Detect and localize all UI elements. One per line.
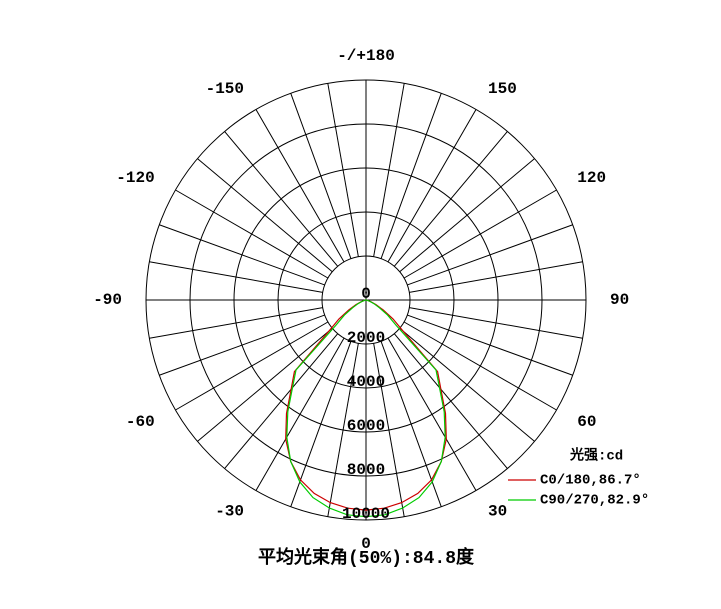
curve [285,299,447,511]
legend-label: C90/270,82.9° [540,493,649,509]
curve [286,299,446,518]
r-tick-label: 2000 [347,329,385,347]
r-tick-label: 8000 [347,461,385,479]
angle-tick-label: -90 [93,291,122,309]
angle-tick-label: 120 [577,169,606,187]
angle-tick-label: -60 [126,413,155,431]
ring [233,167,499,433]
angle-tick-label: -150 [206,80,244,98]
angle-tick-label: -30 [215,503,244,521]
angle-tick-label: -/+180 [337,47,395,65]
ring [145,79,587,521]
angle-tick-label: -120 [116,169,154,187]
r-tick-label: 0 [361,285,371,303]
angle-tick-label: 60 [577,413,596,431]
ring [189,123,543,477]
angle-tick-label: 90 [610,291,629,309]
annotation: 平均光束角(50%):84.8度 [258,546,475,569]
angle-tick-label: 0 [361,535,371,553]
legend-title: 光强:cd [569,447,623,465]
ring [277,211,455,389]
r-tick-label: 6000 [347,417,385,435]
legend-label: C0/180,86.7° [540,473,641,489]
r-tick-label: 10000 [342,505,390,523]
angle-tick-label: 30 [488,503,507,521]
r-tick-label: 4000 [347,373,385,391]
ring [321,255,411,345]
angle-tick-label: 150 [488,80,517,98]
